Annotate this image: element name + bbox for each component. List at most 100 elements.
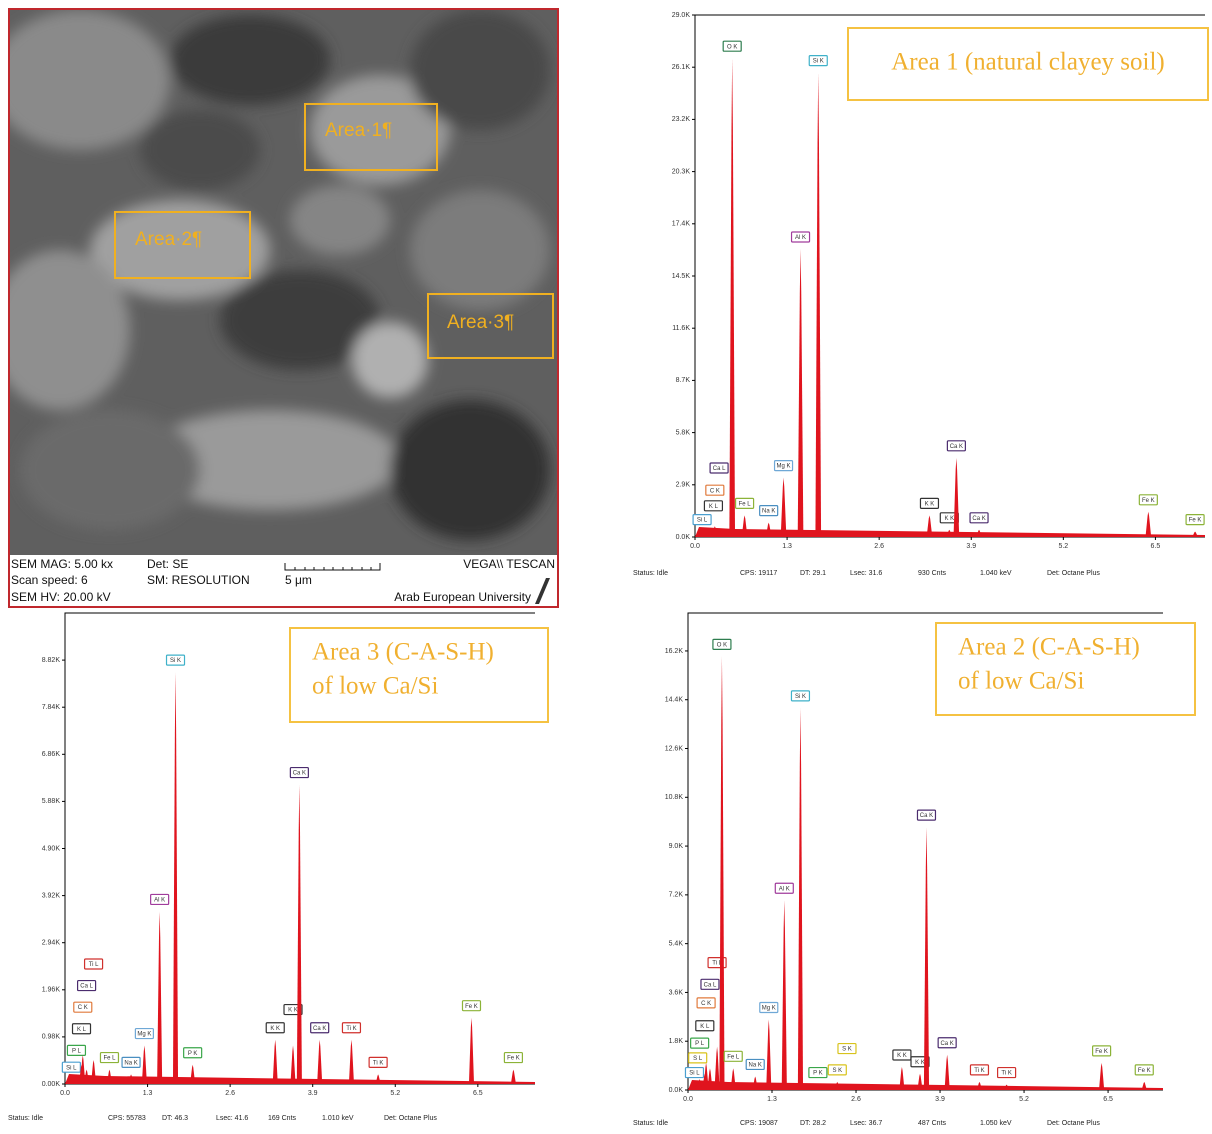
annotation-box (289, 627, 549, 723)
peak-label: P K (813, 1071, 823, 1077)
peak-label-box (289, 766, 309, 779)
peak-label-box (705, 484, 725, 496)
peak-label-box (461, 1000, 482, 1012)
y-tick-label: 12.6K (665, 745, 684, 752)
peak-label: Ti L (712, 961, 722, 967)
peak-label: Al K (154, 898, 165, 904)
peak-label: Fe K (507, 1056, 520, 1062)
peak-label-box (696, 997, 716, 1009)
peak (1192, 531, 1198, 537)
x-tick-label: 2.6 (225, 1090, 235, 1097)
peak-label: K K (288, 1008, 298, 1014)
peak (752, 1076, 758, 1090)
y-tick-label: 3.6K (669, 989, 684, 996)
x-tick-label: 5.2 (390, 1090, 400, 1097)
peak (80, 1055, 86, 1084)
peak (91, 1059, 97, 1084)
peak-label: S K (832, 1068, 842, 1074)
peak-label: Mg K (762, 1006, 776, 1012)
peak-label: Na K (749, 1063, 762, 1069)
peak-label: Ti K (1001, 1071, 1011, 1077)
peak (780, 477, 787, 537)
peak-label: S K (842, 1047, 852, 1053)
peak-label: Fe K (1095, 1049, 1108, 1055)
peak-label: Fe L (103, 1056, 116, 1062)
x-tick-label: 6.5 (473, 1090, 483, 1097)
peak-label-box (99, 1051, 120, 1064)
peak (84, 1069, 90, 1084)
annotation: Area 3 (C-A-S-H) (312, 639, 494, 666)
annotation: Area 1 (natural clayey soil) (891, 49, 1165, 76)
y-tick-label: 17.4K (672, 221, 691, 228)
y-tick-label: 26.1K (672, 64, 691, 71)
y-tick-label: 14.5K (672, 273, 691, 280)
y-tick-label: 1.8K (669, 1038, 684, 1045)
y-tick-label: 3.92K (42, 892, 61, 899)
sem-info: Scan speed: 6 (11, 573, 88, 587)
peak-label-box (690, 1037, 710, 1049)
y-tick-label: 0.0K (676, 534, 691, 541)
sem-info: 5 μm (285, 573, 312, 587)
peak-label-box (1092, 1045, 1112, 1057)
peak-label-box (695, 1020, 715, 1032)
peak (923, 827, 930, 1090)
peak-label: Na K (124, 1060, 137, 1066)
peak (917, 1073, 923, 1090)
peak-label-box (150, 893, 170, 906)
peak (1141, 1081, 1147, 1090)
peak (834, 1081, 840, 1090)
y-tick-label: 1.96K (42, 987, 61, 994)
sem-panel: Area·1¶ Area·2¶ Area·3¶ SEM MAG: 5.00 kx… (8, 8, 559, 608)
area-label: Area·1¶ (325, 120, 392, 141)
peak-label-box (503, 1051, 524, 1064)
peak-label-box (66, 1044, 87, 1056)
peak-label-box (703, 500, 724, 512)
status: 1.050 keV (980, 1120, 1012, 1127)
peak-label: Ca L (704, 982, 717, 988)
peak-label: C K (78, 1005, 88, 1011)
peak-label: Ti K (974, 1068, 984, 1074)
peak-label: Ca K (313, 1026, 326, 1032)
peak-label: Fe L (739, 501, 752, 507)
peak-label: Ca K (293, 771, 306, 777)
peak-label-box (165, 654, 186, 666)
peak-label-box (134, 1027, 154, 1040)
peak-label-box (709, 462, 729, 474)
peak (1145, 511, 1152, 537)
peak-label: Fe K (1142, 498, 1155, 504)
peak-label: Fe K (1138, 1068, 1151, 1074)
peak-label-box (916, 809, 937, 821)
peak (815, 72, 822, 537)
status: 1.010 keV (322, 1115, 354, 1122)
peak-label: Fe L (727, 1054, 740, 1060)
peak-label: K K (944, 516, 954, 522)
status: 930 Cnts (918, 570, 947, 577)
status: DT: 46.3 (162, 1115, 188, 1122)
y-tick-label: 20.3K (672, 168, 691, 175)
annotation: of low Ca/Si (958, 668, 1084, 695)
status: Lsec: 41.6 (216, 1115, 248, 1122)
y-tick-label: 8.7K (676, 377, 691, 384)
status: 169 Cnts (268, 1115, 297, 1122)
peak-label: Si L (689, 1071, 700, 1077)
peak-label: Ca L (80, 984, 93, 990)
peak-label-box (310, 1022, 330, 1034)
x-tick-label: 1.3 (143, 1090, 153, 1097)
y-tick-label: 29.0K (672, 12, 691, 19)
peak (716, 528, 722, 537)
annotation-box (935, 622, 1196, 716)
x-tick-label: 5.2 (1019, 1096, 1029, 1103)
peak (348, 1039, 354, 1084)
peak-label-box (368, 1056, 388, 1068)
y-tick-label: 8.82K (42, 657, 61, 664)
peak-label-box (892, 1049, 912, 1061)
peak-label: C K (701, 1001, 711, 1007)
peak-label-box (121, 1056, 141, 1068)
peak-label-box (688, 1052, 708, 1064)
peak-label-box (712, 638, 732, 650)
peak-label: Fe K (465, 1004, 478, 1010)
y-tick-label: 16.2K (665, 648, 684, 655)
peak-label-box (73, 1001, 93, 1013)
area-label: Area·2¶ (135, 229, 202, 250)
status: CPS: 19117 (740, 570, 777, 577)
